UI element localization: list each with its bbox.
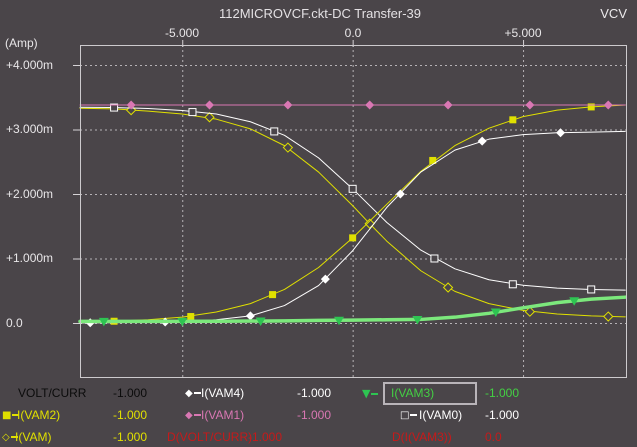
page-title: 112MICROVCF.ckt-DC Transfer-39 (218, 6, 422, 21)
marker-filled-diamond (477, 136, 487, 146)
plot-border (80, 45, 627, 378)
marker-filled-diamond (443, 100, 453, 110)
curve-I(VAM0) (79, 103, 626, 294)
marker-filled-diamond (245, 311, 255, 321)
marker-filled-diamond (126, 100, 136, 110)
marker-open-square (348, 184, 357, 193)
marker-open-square (188, 108, 197, 117)
marker-filled-diamond (320, 274, 330, 284)
x-tick-label: 0.0 (344, 26, 362, 40)
gridlines (80, 45, 627, 378)
marker-triangle-down (255, 317, 266, 327)
y-tick-label: +4.000m (6, 58, 54, 72)
marker-filled-diamond (365, 100, 375, 110)
marker-open-square (587, 285, 596, 294)
y-tick-label: 0.0 (6, 316, 23, 330)
marker-filled-diamond (603, 100, 613, 110)
marker-filled-diamond (556, 128, 566, 138)
marker-triangle-down (177, 317, 188, 327)
marker-filled-diamond (525, 100, 535, 110)
legend: VOLT/CURR -1.000 I(VAM4) -1.000 I(VAM3) … (0, 380, 637, 447)
y-tick-label: +1.000m (6, 251, 54, 265)
legend-value: -1.000 (113, 386, 148, 400)
marker-filled-diamond (205, 100, 215, 110)
curve-I(VAM3) (78, 295, 628, 327)
marker-triangle-down (569, 297, 580, 306)
marker-open-diamond (442, 282, 454, 293)
marker-filled-square (187, 313, 195, 321)
legend-label-ivam4[interactable]: I(VAM4) (201, 386, 245, 400)
x-tick-label: +5.000 (504, 26, 542, 40)
marker-filled-diamond (395, 189, 405, 199)
legend-value: 0.0 (485, 430, 502, 444)
legend-label-ivam2[interactable]: I(VAM2) (17, 408, 61, 422)
legend-value: -1.000 (485, 386, 520, 400)
marker-open-diamond (524, 306, 536, 317)
legend-value: -1.000 (113, 430, 148, 444)
marker-open-diamond (204, 112, 215, 123)
legend-label-ivam[interactable]: I(VAM) (15, 430, 52, 444)
legend-value: -1.000 (248, 430, 283, 444)
curve-I(VAM1) (79, 100, 626, 110)
marker-filled-square (349, 234, 357, 242)
legend-label-ivam1[interactable]: I(VAM1) (201, 408, 245, 422)
triangle-down-icon[interactable] (362, 386, 378, 401)
curve-I(VAM4) (79, 128, 626, 328)
open-square-icon[interactable] (400, 408, 417, 423)
marker-filled-square (509, 116, 517, 124)
corner-label-vcv: VCV (600, 6, 627, 21)
marker-filled-square (587, 103, 595, 111)
legend-value: -1.000 (297, 408, 332, 422)
legend-label-ivam3-selected[interactable]: I(VAM3) (383, 382, 477, 405)
plot-area (73, 40, 628, 378)
marker-filled-square (269, 291, 277, 299)
marker-open-square (508, 280, 517, 289)
curve-I(VAM) (79, 104, 626, 322)
y-axis-unit-label: (Amp) (5, 36, 38, 50)
marker-triangle-down (412, 316, 423, 325)
legend-value: -1.000 (485, 408, 520, 422)
marker-open-diamond (282, 142, 294, 153)
marker-triangle-down (334, 316, 345, 326)
legend-value: -1.000 (297, 386, 332, 400)
filled-diamond-icon[interactable] (185, 408, 201, 423)
marker-filled-square (429, 156, 437, 164)
legend-label-voltcurr[interactable]: VOLT/CURR (18, 386, 87, 400)
marker-open-square (430, 254, 439, 263)
y-tick-label: +3.000m (6, 122, 54, 136)
filled-diamond-icon[interactable] (185, 386, 201, 401)
marker-open-square (110, 103, 119, 112)
marker-filled-diamond (283, 100, 293, 110)
marker-open-diamond (603, 311, 614, 322)
marker-triangle-down (490, 308, 501, 318)
legend-value: -1.000 (113, 408, 148, 422)
legend-label-d-ivam3[interactable]: D(I(VAM3)) (392, 430, 452, 444)
x-tick-label: -5.000 (164, 26, 200, 40)
y-tick-label: +2.000m (6, 187, 54, 201)
legend-label-ivam0[interactable]: I(VAM0) (419, 408, 463, 422)
legend-label-d-voltcurr[interactable]: D(VOLT/CURR) (167, 430, 253, 444)
marker-triangle-down (98, 317, 109, 327)
marker-open-square (270, 127, 279, 136)
